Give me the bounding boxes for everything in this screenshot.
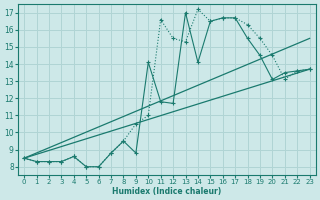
X-axis label: Humidex (Indice chaleur): Humidex (Indice chaleur): [112, 187, 221, 196]
